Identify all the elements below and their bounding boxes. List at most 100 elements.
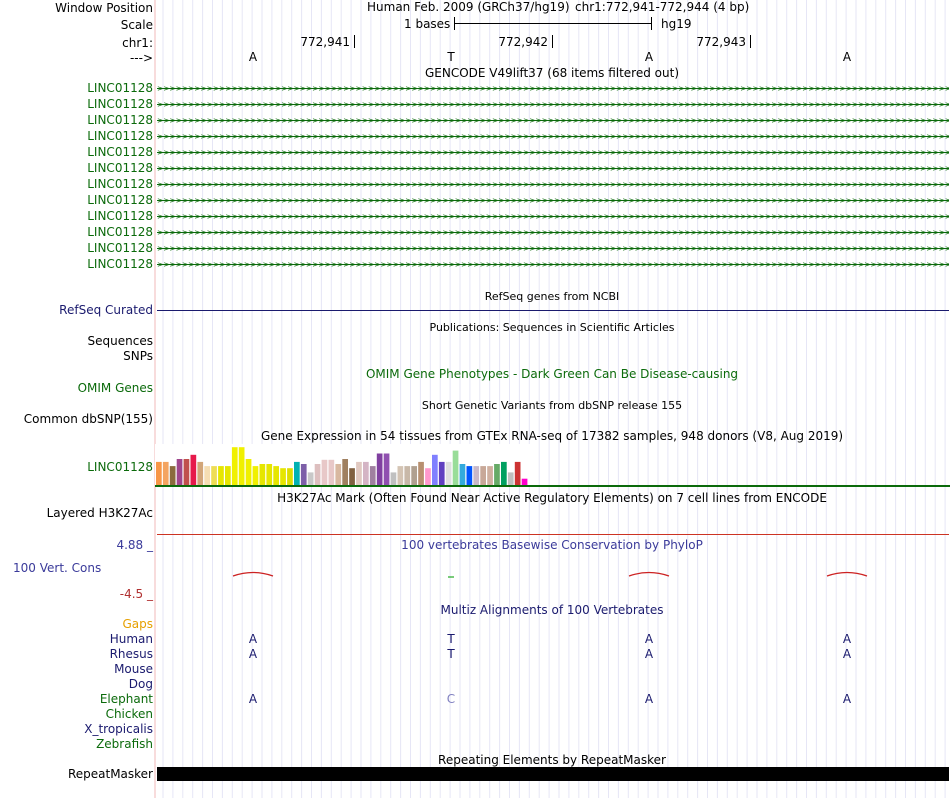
refseq-label[interactable]: RefSeq Curated [59, 303, 153, 317]
repeatmasker-track-title[interactable]: Repeating Elements by RepeatMasker [438, 753, 666, 767]
gtex-tissue-bar[interactable] [369, 466, 376, 485]
gtex-tissue-bar[interactable] [356, 461, 362, 485]
gencode-gene-label[interactable]: LINC01128 [87, 97, 153, 111]
publications-sequences-label[interactable]: Sequences [87, 334, 153, 348]
gencode-gene-label[interactable]: LINC01128 [87, 145, 153, 159]
gencode-transcript-line[interactable] [157, 232, 949, 233]
publications-track-title[interactable]: Publications: Sequences in Scientific Ar… [429, 321, 675, 334]
gencode-gene-label[interactable]: LINC01128 [87, 257, 153, 271]
multiz-species-label[interactable]: Human [109, 632, 153, 646]
gtex-tissue-bar[interactable] [225, 466, 231, 485]
gtex-tissue-bar[interactable] [418, 461, 424, 485]
phylop-score-mark[interactable] [232, 571, 274, 577]
repeatmasker-label[interactable]: RepeatMasker [67, 767, 153, 781]
gtex-tissue-bar[interactable] [169, 466, 176, 485]
gencode-transcript-line[interactable] [157, 104, 949, 105]
gtex-tissue-bar[interactable] [231, 447, 238, 485]
gtex-tissue-bar[interactable] [494, 464, 500, 485]
omim-label[interactable]: OMIM Genes [77, 381, 153, 395]
gencode-gene-label[interactable]: LINC01128 [87, 113, 153, 127]
gtex-tissue-bar[interactable] [501, 461, 507, 485]
gencode-track-title[interactable]: GENCODE V49lift37 (68 items filtered out… [424, 66, 680, 80]
gtex-tissue-bar[interactable] [307, 472, 314, 485]
gtex-tissue-bar[interactable] [259, 464, 266, 485]
gtex-label[interactable]: LINC01128 [87, 460, 153, 474]
gtex-tissue-bar[interactable] [190, 454, 197, 485]
gtex-tissue-bar[interactable] [376, 453, 383, 486]
gencode-gene-label[interactable]: LINC01128 [87, 81, 153, 95]
gtex-tissue-bar[interactable] [273, 466, 279, 485]
gtex-tissue-bar[interactable] [514, 461, 521, 485]
gencode-transcript-line[interactable] [157, 248, 949, 249]
refseq-gene-line[interactable] [157, 310, 949, 311]
gencode-gene-label[interactable]: LINC01128 [87, 193, 153, 207]
phylop-chart[interactable] [157, 560, 949, 590]
gtex-tissue-bar[interactable] [473, 466, 480, 485]
gtex-tissue-bar[interactable] [211, 466, 217, 485]
gencode-gene-label[interactable]: LINC01128 [87, 209, 153, 223]
gtex-tissue-bar[interactable] [294, 461, 300, 485]
multiz-species-label[interactable]: Zebrafish [96, 737, 153, 751]
gtex-tissue-bar[interactable] [507, 472, 514, 485]
gtex-tissue-bar[interactable] [287, 468, 293, 485]
gtex-tissue-bar[interactable] [438, 461, 445, 485]
gtex-tissue-bar[interactable] [480, 466, 486, 485]
gtex-tissue-bar[interactable] [445, 461, 452, 485]
gtex-tissue-bar[interactable] [397, 466, 404, 485]
gtex-tissue-bar[interactable] [328, 459, 335, 485]
gtex-tissue-bar[interactable] [383, 453, 390, 486]
gtex-tissue-bar[interactable] [252, 466, 259, 485]
multiz-species-label[interactable]: Gaps [122, 617, 153, 631]
gtex-tissue-bar[interactable] [521, 478, 528, 485]
dbsnp-label[interactable]: Common dbSNP(155) [23, 412, 153, 426]
gtex-tissue-bar[interactable] [321, 459, 328, 485]
gtex-tissue-bar[interactable] [452, 450, 459, 485]
gtex-tissue-bar[interactable] [335, 464, 342, 485]
gencode-transcript-line[interactable] [157, 264, 949, 265]
omim-track-title[interactable]: OMIM Gene Phenotypes - Dark Green Can Be… [365, 367, 739, 381]
gencode-gene-label[interactable]: LINC01128 [87, 177, 153, 191]
gencode-gene-label[interactable]: LINC01128 [87, 225, 153, 239]
gencode-transcript-line[interactable] [157, 120, 949, 121]
gtex-tissue-bar[interactable] [238, 447, 245, 485]
multiz-species-label[interactable]: Chicken [105, 707, 153, 721]
h3k27ac-track-title[interactable]: H3K27Ac Mark (Often Found Near Active Re… [277, 491, 827, 505]
gtex-tissue-bar[interactable] [425, 468, 431, 485]
gtex-tissue-bar[interactable] [487, 466, 493, 485]
gtex-tissue-bar[interactable] [245, 459, 252, 485]
gtex-tissue-bar[interactable] [390, 472, 397, 485]
multiz-species-label[interactable]: X_tropicalis [84, 722, 153, 736]
gtex-tissue-bar[interactable] [204, 466, 210, 485]
gtex-track-title[interactable]: Gene Expression in 54 tissues from GTEx … [260, 429, 844, 443]
phylop-track-title[interactable]: 100 vertebrates Basewise Conservation by… [401, 538, 703, 552]
gtex-tissue-bar[interactable] [349, 468, 355, 485]
phylop-score-mark[interactable] [628, 571, 670, 577]
publications-snps-label[interactable]: SNPs [123, 349, 153, 363]
gencode-transcript-line[interactable] [157, 216, 949, 217]
gtex-tissue-bar[interactable] [218, 466, 224, 485]
gencode-transcript-line[interactable] [157, 152, 949, 153]
multiz-track-title[interactable]: Multiz Alignments of 100 Vertebrates [440, 603, 664, 617]
gtex-tissue-bar[interactable] [162, 461, 169, 485]
phylop-label[interactable]: 100 Vert. Cons [13, 561, 102, 575]
refseq-track-title[interactable]: RefSeq genes from NCBI [484, 290, 620, 303]
gtex-tissue-bar[interactable] [411, 466, 417, 485]
dbsnp-track-title[interactable]: Short Genetic Variants from dbSNP releas… [421, 399, 683, 412]
multiz-species-label[interactable]: Mouse [114, 662, 153, 676]
multiz-species-label[interactable]: Elephant [99, 692, 153, 706]
h3k27ac-label[interactable]: Layered H3K27Ac [46, 506, 153, 520]
gtex-tissue-bar[interactable] [432, 454, 438, 485]
gencode-gene-label[interactable]: LINC01128 [87, 129, 153, 143]
gtex-tissue-bar[interactable] [280, 468, 286, 485]
gtex-tissue-bar[interactable] [266, 464, 273, 485]
repeatmasker-element[interactable] [157, 767, 949, 781]
gtex-tissue-bar[interactable] [156, 461, 162, 485]
gtex-tissue-bar[interactable] [466, 466, 473, 485]
gencode-transcript-line[interactable] [157, 88, 949, 89]
gtex-tissue-bar[interactable] [314, 464, 321, 485]
multiz-species-label[interactable]: Rhesus [109, 647, 153, 661]
multiz-species-label[interactable]: Dog [128, 677, 153, 691]
gtex-tissue-bar[interactable] [404, 466, 411, 485]
gtex-tissue-bar[interactable] [459, 464, 466, 485]
gencode-transcript-line[interactable] [157, 200, 949, 201]
